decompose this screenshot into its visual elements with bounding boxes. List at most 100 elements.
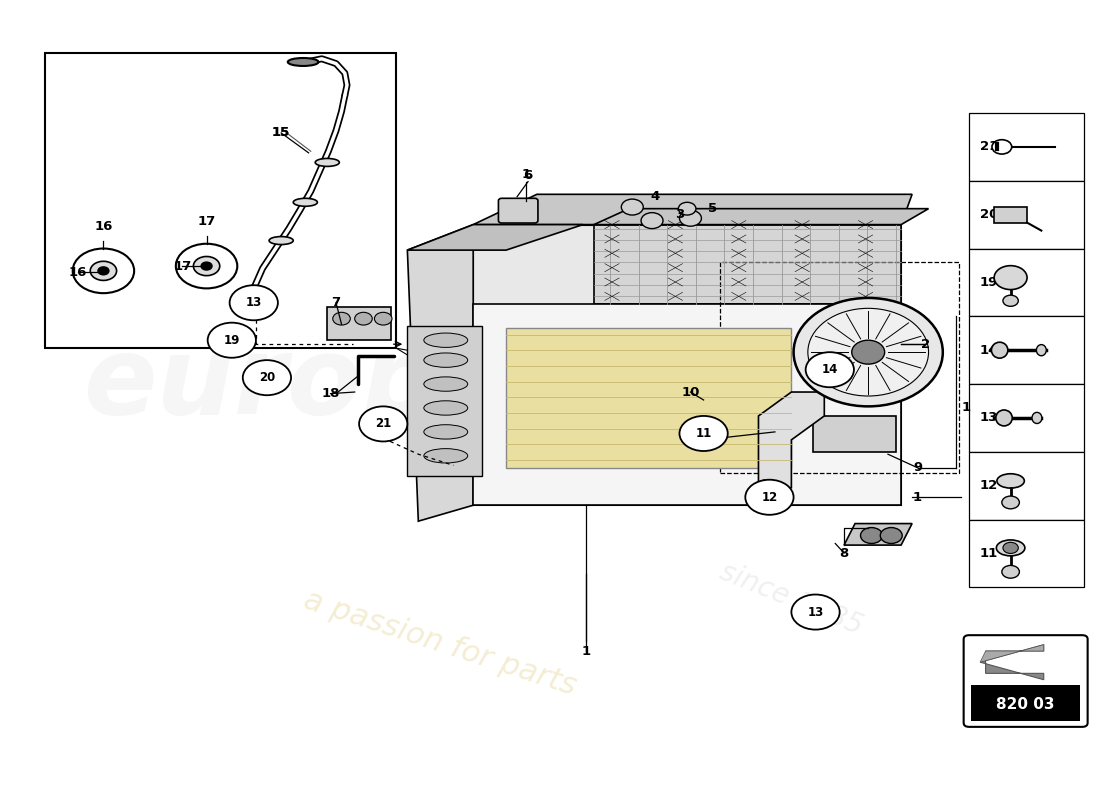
Ellipse shape — [424, 377, 468, 391]
Circle shape — [1002, 566, 1020, 578]
Text: since 1985: since 1985 — [716, 558, 867, 641]
Text: 16: 16 — [95, 219, 112, 233]
FancyBboxPatch shape — [498, 198, 538, 223]
Ellipse shape — [997, 540, 1025, 556]
Polygon shape — [980, 645, 1044, 662]
FancyBboxPatch shape — [813, 416, 895, 452]
Polygon shape — [844, 523, 912, 545]
FancyBboxPatch shape — [328, 306, 390, 340]
Circle shape — [679, 202, 696, 215]
Text: 18: 18 — [321, 387, 340, 400]
Circle shape — [243, 360, 292, 395]
Text: 14: 14 — [822, 363, 838, 376]
Circle shape — [680, 210, 702, 226]
Circle shape — [374, 312, 392, 325]
FancyBboxPatch shape — [969, 249, 1085, 316]
Circle shape — [860, 527, 882, 543]
Circle shape — [746, 480, 793, 515]
FancyBboxPatch shape — [45, 54, 396, 348]
Circle shape — [208, 322, 256, 358]
FancyBboxPatch shape — [506, 328, 791, 468]
Text: 11: 11 — [695, 427, 712, 440]
Circle shape — [354, 312, 372, 325]
Circle shape — [680, 416, 728, 451]
Ellipse shape — [1036, 345, 1046, 356]
Circle shape — [359, 406, 407, 442]
Circle shape — [1002, 496, 1020, 509]
Circle shape — [90, 262, 117, 281]
Text: 19: 19 — [223, 334, 240, 346]
Text: 2: 2 — [921, 338, 929, 350]
Text: 1: 1 — [961, 402, 970, 414]
Circle shape — [851, 340, 884, 364]
FancyBboxPatch shape — [971, 686, 1080, 722]
Circle shape — [176, 244, 238, 288]
Ellipse shape — [1032, 412, 1042, 423]
Text: 8: 8 — [839, 546, 849, 559]
Circle shape — [201, 262, 212, 270]
Polygon shape — [594, 209, 928, 225]
Text: 12: 12 — [761, 490, 778, 504]
Circle shape — [332, 312, 350, 325]
Circle shape — [641, 213, 663, 229]
Circle shape — [621, 199, 643, 215]
Text: 20: 20 — [980, 208, 999, 221]
Text: 6: 6 — [524, 169, 532, 182]
FancyBboxPatch shape — [994, 206, 1027, 222]
FancyBboxPatch shape — [969, 452, 1085, 519]
Circle shape — [880, 527, 902, 543]
Text: 11: 11 — [980, 547, 998, 560]
Text: 13: 13 — [980, 411, 999, 425]
Text: 16: 16 — [69, 266, 87, 279]
Text: 820 03: 820 03 — [997, 697, 1055, 711]
Text: 4: 4 — [651, 190, 660, 203]
Polygon shape — [980, 645, 1044, 680]
Text: 3: 3 — [674, 208, 684, 221]
FancyBboxPatch shape — [964, 635, 1088, 727]
Circle shape — [194, 257, 220, 276]
Text: 15: 15 — [272, 126, 290, 138]
Text: a passion for parts: a passion for parts — [300, 586, 580, 701]
FancyBboxPatch shape — [969, 519, 1085, 587]
Ellipse shape — [424, 401, 468, 415]
Circle shape — [791, 594, 839, 630]
Polygon shape — [473, 225, 901, 506]
Ellipse shape — [294, 198, 318, 206]
Text: 21: 21 — [375, 418, 392, 430]
Ellipse shape — [424, 353, 468, 367]
Ellipse shape — [270, 237, 294, 245]
Circle shape — [807, 308, 928, 396]
FancyBboxPatch shape — [969, 181, 1085, 249]
Text: 1: 1 — [582, 645, 591, 658]
Polygon shape — [407, 225, 473, 521]
Text: 10: 10 — [681, 386, 700, 398]
Ellipse shape — [288, 58, 319, 66]
Polygon shape — [473, 194, 912, 225]
Text: 17: 17 — [174, 259, 191, 273]
Text: 7: 7 — [331, 296, 341, 310]
Circle shape — [994, 266, 1027, 290]
Ellipse shape — [997, 474, 1024, 488]
Text: 1: 1 — [521, 168, 530, 181]
Circle shape — [1003, 542, 1019, 554]
Ellipse shape — [424, 425, 468, 439]
Ellipse shape — [424, 333, 468, 347]
Ellipse shape — [991, 342, 1008, 358]
Circle shape — [98, 267, 109, 275]
Circle shape — [805, 352, 854, 387]
Text: 13: 13 — [807, 606, 824, 618]
Text: 13: 13 — [245, 296, 262, 310]
Text: europes: europes — [84, 331, 578, 437]
Text: 9: 9 — [913, 462, 922, 474]
Ellipse shape — [316, 158, 339, 166]
Polygon shape — [407, 225, 583, 250]
Text: 12: 12 — [980, 479, 998, 492]
Circle shape — [73, 249, 134, 293]
Circle shape — [992, 140, 1012, 154]
Text: 14: 14 — [980, 344, 999, 357]
FancyBboxPatch shape — [969, 316, 1085, 384]
Polygon shape — [594, 225, 901, 304]
Circle shape — [1003, 295, 1019, 306]
Circle shape — [793, 298, 943, 406]
Polygon shape — [759, 392, 824, 488]
